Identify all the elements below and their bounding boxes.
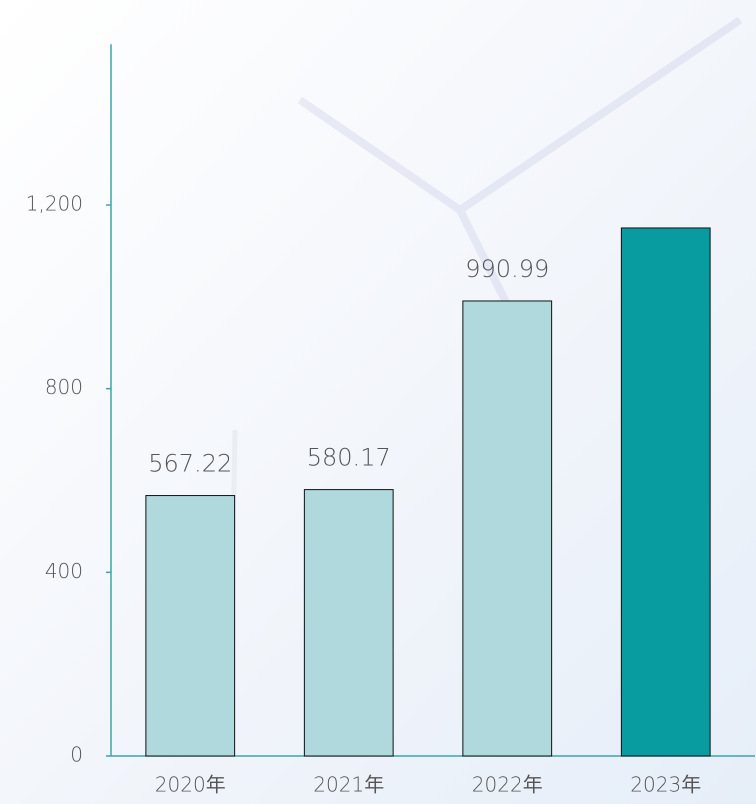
value-label: 567.22 <box>148 450 232 478</box>
bar <box>303 489 394 757</box>
x-tick-label: 2023年 <box>630 773 701 797</box>
y-tick-label: 800 <box>45 375 83 399</box>
y-tick-label: 400 <box>45 559 83 583</box>
bar <box>145 495 236 757</box>
x-tick-label: 2022年 <box>472 773 543 797</box>
x-tick-label: 2021年 <box>313 773 384 797</box>
value-label: 990.99 <box>465 255 549 283</box>
bar <box>462 300 553 757</box>
y-tick-label: 1,200 <box>26 192 83 216</box>
x-tick-label: 2020年 <box>155 773 226 797</box>
bar <box>620 227 711 757</box>
y-tick-label: 0 <box>70 743 83 767</box>
value-label: 580.17 <box>307 444 391 472</box>
